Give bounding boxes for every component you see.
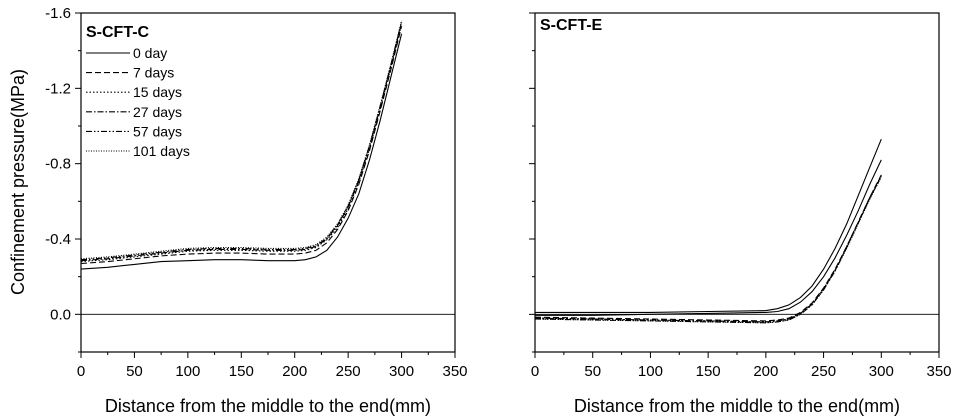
left-y-tick-label: 0.0	[50, 306, 71, 323]
left-x-tick-label: 50	[126, 363, 143, 380]
right-x-tick-label: 100	[638, 363, 663, 380]
left-x-tick-label: 150	[229, 363, 254, 380]
right-x-tick-label: 0	[531, 363, 539, 380]
legend: 0 day 7 days 15 days 27 days 57 days 101 days	[86, 45, 190, 159]
left-axis-ticks: 0 50 100 150 200 250 300 350 -1.6 -1.2 -0.8 -0.4 0.0	[45, 5, 467, 380]
right-x-tick-label: 150	[696, 363, 721, 380]
left-series-group	[80, 20, 403, 270]
legend-label: 15 days	[133, 84, 182, 100]
legend-label: 27 days	[133, 104, 182, 120]
right-x-axis-label: Distance from the middle to the end(mm)	[574, 396, 900, 416]
left-series-line	[80, 24, 403, 263]
right-x-tick-label: 200	[753, 363, 778, 380]
left-x-tick-label: 200	[282, 363, 307, 380]
right-series-line	[534, 174, 882, 323]
legend-label: 7 days	[133, 65, 174, 81]
left-series-line	[80, 20, 403, 260]
left-series-line	[80, 22, 403, 262]
left-series-line	[80, 33, 403, 270]
right-series-line	[535, 138, 882, 313]
right-series-line	[534, 175, 882, 324]
right-series-line	[534, 176, 882, 324]
right-series-line	[535, 159, 882, 316]
right-panel-title: S-CFT-E	[540, 17, 603, 34]
left-series-line	[80, 26, 403, 265]
left-x-tick-label: 0	[77, 363, 85, 380]
legend-label: 57 days	[133, 123, 182, 139]
left-x-axis-label: Distance from the middle to the end(mm)	[105, 396, 431, 416]
left-panel-title: S-CFT-C	[86, 24, 150, 41]
left-y-tick-label: -0.4	[45, 231, 71, 248]
left-y-axis-label: Confinement pressure(MPa)	[8, 69, 28, 295]
right-x-tick-label: 350	[926, 363, 951, 380]
right-series-line	[534, 174, 882, 322]
right-panel: S-CFT-E Distance from the middle to the …	[529, 12, 952, 416]
right-series-line	[534, 176, 882, 323]
legend-label: 101 days	[133, 143, 190, 159]
right-x-tick-label: 250	[811, 363, 836, 380]
left-x-tick-label: 300	[389, 363, 414, 380]
left-x-tick-label: 350	[442, 363, 467, 380]
left-y-tick-label: -0.8	[45, 156, 71, 173]
left-y-tick-label: -1.2	[45, 80, 71, 97]
legend-label: 0 day	[133, 45, 167, 61]
left-y-tick-label: -1.6	[45, 5, 71, 22]
right-series-group	[534, 138, 882, 324]
left-series-line	[80, 21, 403, 261]
left-panel: S-CFT-C Distance from the middle to the …	[8, 5, 468, 416]
right-x-tick-label: 300	[869, 363, 894, 380]
left-x-tick-label: 250	[336, 363, 361, 380]
left-x-tick-label: 100	[175, 363, 200, 380]
right-x-tick-label: 50	[584, 363, 601, 380]
right-axis-ticks: 0 50 100 150 200 250 300 350	[529, 12, 952, 380]
